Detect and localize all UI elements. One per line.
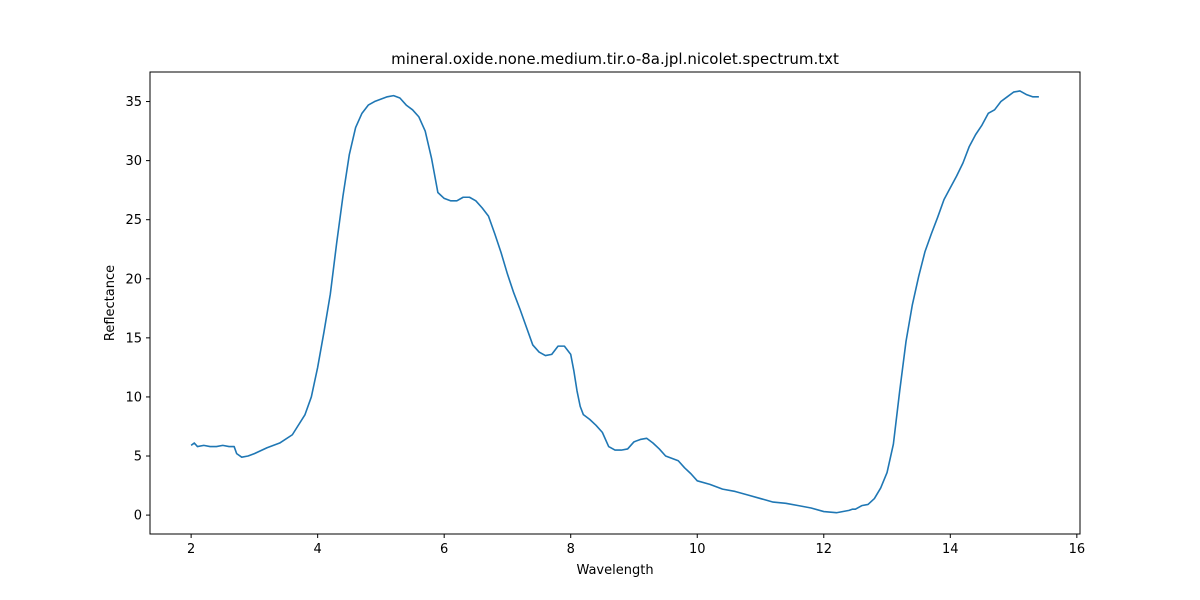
y-tick-label: 20 <box>125 272 142 287</box>
x-tick-label: 2 <box>187 542 195 557</box>
x-tick-label: 14 <box>942 542 959 557</box>
chart-title: mineral.oxide.none.medium.tir.o-8a.jpl.n… <box>391 50 839 68</box>
x-axis-ticks: 2 4 6 8 10 12 14 16 <box>187 534 1085 557</box>
y-axis-label: Reflectance <box>103 265 118 341</box>
y-tick-label: 30 <box>125 154 142 169</box>
x-tick-label: 10 <box>689 542 706 557</box>
x-tick-label: 8 <box>567 542 575 557</box>
y-axis-ticks: 0 5 10 15 20 25 30 35 <box>125 95 150 524</box>
y-tick-label: 0 <box>134 509 142 524</box>
x-axis-label: Wavelength <box>576 563 653 578</box>
x-tick-label: 4 <box>314 542 322 557</box>
x-tick-label: 6 <box>440 542 448 557</box>
spectrum-line <box>190 90 1039 514</box>
y-tick-label: 25 <box>125 213 142 228</box>
y-tick-label: 10 <box>125 390 142 405</box>
x-tick-label: 16 <box>1069 542 1086 557</box>
x-tick-label: 12 <box>816 542 833 557</box>
y-tick-label: 35 <box>125 95 142 110</box>
series-layer <box>190 90 1039 514</box>
y-tick-label: 5 <box>134 450 142 465</box>
y-tick-label: 15 <box>125 331 142 346</box>
axes-frame <box>149 71 1081 535</box>
